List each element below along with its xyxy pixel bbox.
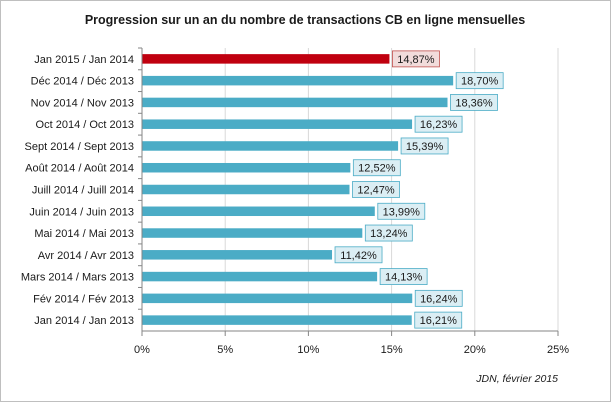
x-tick-label: 25% — [547, 344, 569, 356]
axes — [138, 47, 559, 336]
category-label: Août 2014 / Août 2014 — [25, 163, 134, 175]
data-label: 11,42% — [340, 250, 377, 262]
category-label: Mars 2014 / Mars 2013 — [21, 272, 134, 284]
bar — [142, 97, 448, 108]
data-label: 13,24% — [370, 228, 408, 240]
x-tick-label: 10% — [297, 344, 319, 356]
data-label-box — [392, 50, 440, 68]
chart-title: Progression sur un an du nombre de trans… — [85, 13, 525, 27]
data-label-box — [414, 311, 463, 329]
data-label-box — [414, 115, 463, 133]
category-label: Fév 2014 / Fév 2013 — [33, 293, 134, 305]
bar — [142, 75, 454, 86]
x-tick-label: 15% — [381, 344, 403, 356]
category-label: Jan 2014 / Jan 2013 — [34, 315, 134, 327]
data-label: 12,52% — [358, 163, 396, 175]
bars — [142, 54, 454, 325]
bar — [142, 119, 413, 129]
data-label: 13,99% — [383, 206, 421, 218]
bar — [142, 206, 375, 217]
bar — [142, 315, 412, 325]
bar — [142, 162, 351, 173]
category-label: Avr 2014 / Avr 2013 — [38, 250, 134, 262]
category-label: Mai 2014 / Mai 2013 — [34, 228, 134, 240]
data-label-box — [364, 224, 413, 242]
data-label-box — [450, 94, 498, 111]
data-label-box — [377, 202, 426, 220]
bar — [142, 271, 378, 282]
bar — [142, 228, 363, 238]
data-label: 18,36% — [455, 97, 493, 109]
data-label: 12,47% — [357, 185, 395, 197]
category-label: Sept 2014 / Sept 2013 — [25, 141, 134, 153]
x-tick-label: 5% — [217, 344, 233, 356]
data-label-box — [414, 289, 463, 307]
x-tick-labels: 0% 5% 10% 15% 20% 25% — [134, 344, 569, 356]
data-label: 14,13% — [385, 272, 423, 284]
data-label-box — [352, 159, 401, 177]
data-label-box — [379, 268, 428, 285]
x-tick-label: 20% — [464, 344, 486, 356]
data-label: 16,23% — [420, 119, 458, 131]
data-labels: 14,87% 18,70% 18,36% 16,23% 15,39% 12,52% 12,4… — [334, 50, 504, 329]
category-label: Juin 2014 / Juin 2013 — [29, 206, 134, 218]
data-label-box — [334, 246, 383, 264]
category-labels: Jan 2015 / Jan 2014 Déc 2014 / Déc 2013 No… — [21, 54, 134, 327]
data-label: 15,39% — [406, 141, 444, 153]
source-note: JDN, février 2015 — [475, 373, 558, 385]
data-label: 16,24% — [420, 293, 458, 305]
data-label: 14,87% — [397, 54, 435, 66]
data-label: 16,21% — [420, 315, 458, 327]
data-label-box — [455, 72, 504, 90]
data-label: 18,70% — [461, 76, 499, 88]
data-label-box — [352, 181, 400, 198]
category-label: Juill 2014 / Juill 2014 — [32, 185, 134, 197]
data-label-box — [400, 137, 449, 155]
category-label: Jan 2015 / Jan 2014 — [34, 54, 134, 66]
category-label: Oct 2014 / Oct 2013 — [36, 119, 134, 131]
bar — [142, 141, 399, 151]
category-label: Déc 2014 / Déc 2013 — [31, 76, 134, 88]
bar — [142, 293, 413, 304]
x-tick-label: 0% — [134, 344, 150, 356]
bar-highlight — [142, 54, 390, 64]
bar — [142, 184, 350, 195]
category-label: Nov 2014 / Nov 2013 — [31, 97, 134, 109]
bar — [142, 250, 333, 260]
